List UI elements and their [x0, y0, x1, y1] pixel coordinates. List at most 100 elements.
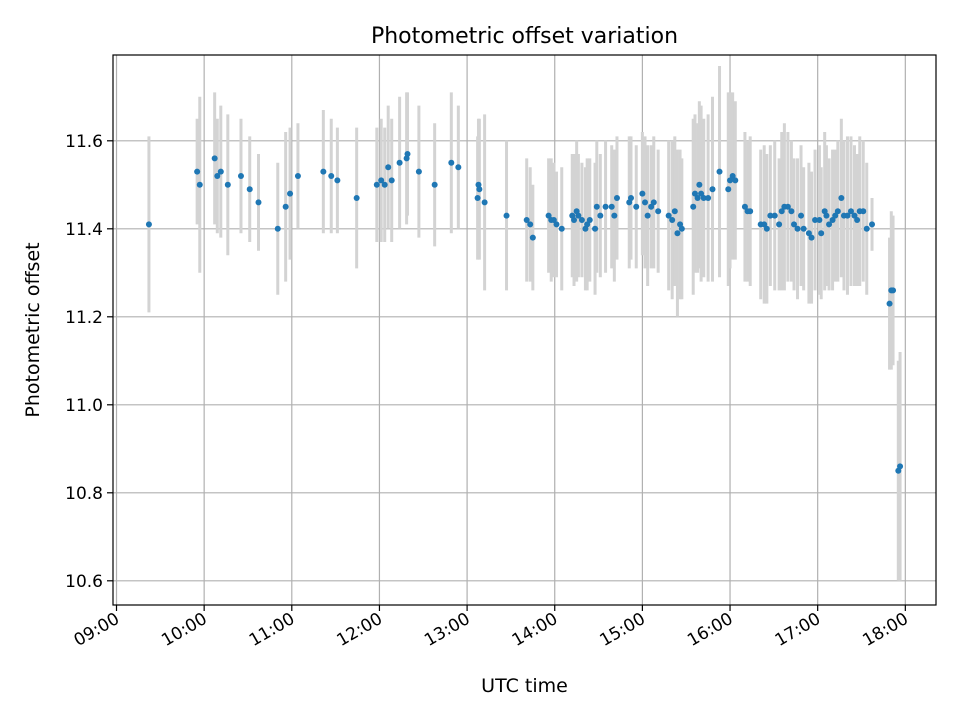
point-layer [145, 151, 904, 474]
data-point [558, 225, 565, 232]
data-point [665, 212, 672, 219]
data-point [834, 208, 841, 215]
data-point [709, 186, 716, 193]
data-point [602, 203, 609, 210]
data-point [747, 208, 754, 215]
data-point [794, 225, 801, 232]
data-point [732, 177, 739, 184]
data-point [328, 173, 335, 179]
data-point [381, 181, 388, 188]
data-point [211, 155, 218, 162]
data-point [763, 225, 770, 232]
data-point [798, 212, 805, 219]
data-point [529, 234, 536, 241]
data-point [655, 208, 662, 215]
data-point [823, 212, 830, 219]
x-tick-label: 17:00 [772, 609, 824, 651]
data-point [255, 199, 262, 206]
y-tick-label: 11.0 [65, 396, 103, 416]
plot-frame [112, 54, 937, 606]
data-point [851, 212, 858, 219]
data-point [237, 173, 244, 179]
data-point [396, 159, 403, 166]
data-point [385, 164, 392, 171]
data-point [584, 221, 591, 228]
data-point [217, 168, 224, 175]
data-point [214, 173, 221, 179]
data-point [816, 217, 823, 223]
x-tick-label: 12:00 [334, 609, 386, 651]
data-point [838, 195, 845, 201]
data-point [571, 217, 578, 223]
data-point [698, 190, 705, 197]
data-point [334, 177, 341, 184]
data-point [829, 217, 836, 223]
data-point [690, 203, 697, 210]
data-point [694, 195, 701, 201]
data-point [671, 208, 678, 215]
data-point [716, 168, 723, 175]
data-point [805, 230, 812, 237]
data-point [592, 225, 599, 232]
data-point [669, 217, 676, 223]
data-point [771, 212, 778, 219]
y-tick-label: 10.8 [65, 484, 103, 504]
data-point [196, 181, 203, 188]
data-point [145, 221, 152, 228]
x-tick-label: 16:00 [684, 609, 736, 651]
data-point [791, 221, 798, 228]
y-tick-label: 11.4 [65, 220, 103, 240]
data-point [886, 300, 893, 307]
data-point [586, 217, 593, 223]
data-point [613, 195, 620, 201]
data-point [639, 190, 646, 197]
data-point [800, 225, 807, 232]
data-point [474, 195, 481, 201]
x-tick-label: 15:00 [596, 609, 648, 651]
data-point [627, 195, 634, 201]
x-tick-label: 10:00 [158, 609, 210, 651]
data-point [575, 212, 582, 219]
data-point [593, 203, 600, 210]
data-point [696, 181, 703, 188]
data-point [761, 221, 768, 228]
data-point [784, 203, 791, 210]
data-point [523, 217, 530, 223]
errorbar-layer [147, 66, 902, 581]
data-point [691, 190, 698, 197]
data-point [578, 217, 585, 223]
data-point [725, 186, 732, 193]
data-point [448, 159, 455, 166]
data-point [729, 173, 736, 179]
data-point [633, 203, 640, 210]
y-tick-label: 11.2 [65, 308, 103, 328]
x-axis-label: UTC time [481, 675, 568, 697]
data-point [246, 186, 253, 193]
data-point [476, 186, 483, 193]
data-point [194, 168, 201, 175]
data-point [650, 199, 657, 206]
data-point [353, 195, 360, 201]
x-tick-label: 14:00 [509, 609, 561, 651]
data-point [844, 212, 851, 219]
data-point [378, 177, 385, 184]
data-point [897, 463, 904, 470]
data-point [863, 225, 870, 232]
data-point [553, 221, 560, 228]
data-point [818, 230, 825, 237]
data-point [860, 208, 867, 215]
data-point [648, 203, 655, 210]
data-point [644, 212, 651, 219]
data-point [388, 177, 395, 184]
data-point [741, 203, 748, 210]
data-point [294, 173, 301, 179]
data-point [854, 217, 861, 223]
data-point [404, 151, 411, 157]
data-point [481, 199, 488, 206]
data-point [415, 168, 422, 175]
x-tick-label: 18:00 [859, 609, 911, 651]
data-point [550, 217, 557, 223]
data-point [611, 212, 618, 219]
